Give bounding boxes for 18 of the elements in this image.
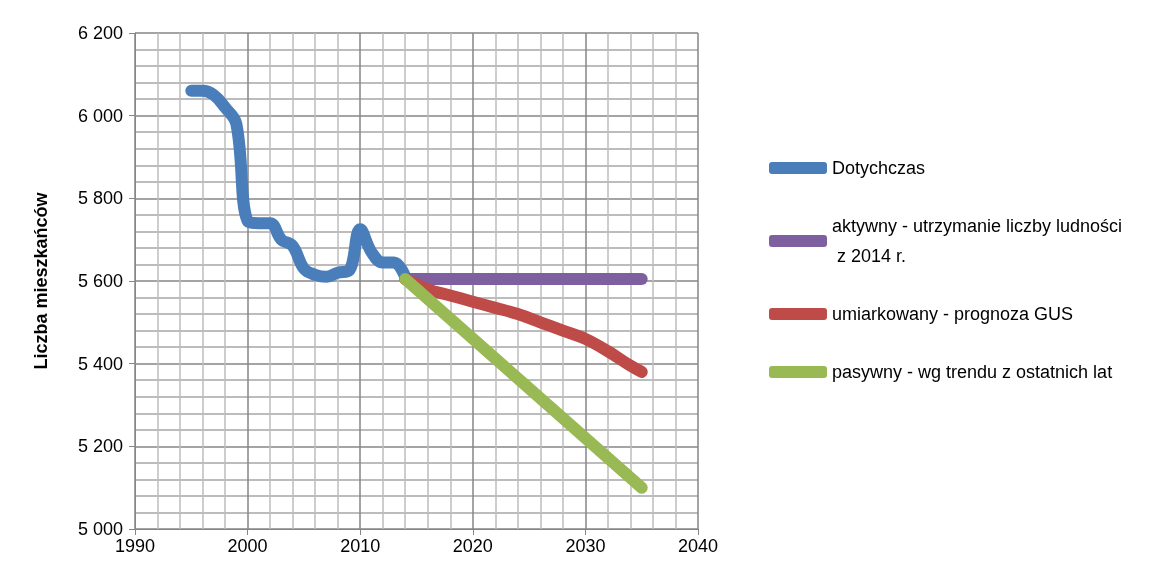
x-tick-label: 2030	[565, 536, 606, 556]
x-tick-label: 2040	[677, 536, 719, 556]
legend-label: pasywny - wg trendu z ostatnich lat	[832, 362, 1113, 382]
y-tick-label: 5 200	[77, 436, 123, 457]
y-tick-label: 5 000	[77, 519, 123, 539]
x-tick-label: 1990	[114, 536, 156, 556]
y-tick-label: 6 000	[77, 105, 123, 126]
y-tick-label: 6 200	[77, 23, 123, 43]
y-tick-label: 5 400	[77, 353, 123, 374]
x-tick-label: 2020	[452, 536, 493, 556]
legend-label: aktywny - utrzymanie liczby ludności z 2014 r.	[832, 216, 1123, 266]
y-axis-title: Liczba mieszkańców	[31, 191, 51, 370]
y-tick-label: 5 600	[77, 271, 123, 291]
x-tick-label: 2010	[340, 536, 381, 556]
legend-label: Dotychczas	[832, 158, 926, 178]
y-tick-label: 5 800	[77, 188, 123, 209]
x-tick-label: 2000	[227, 536, 268, 556]
legend-label: umiarkowany - prognoza GUS	[832, 304, 1074, 324]
